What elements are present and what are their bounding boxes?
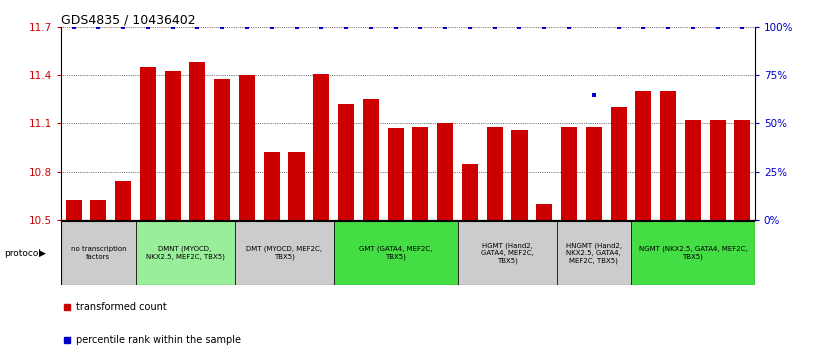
Bar xyxy=(734,120,751,220)
Text: DMT (MYOCD, MEF2C,
TBX5): DMT (MYOCD, MEF2C, TBX5) xyxy=(246,246,322,260)
Bar xyxy=(334,221,458,285)
Bar xyxy=(636,91,651,220)
Bar xyxy=(214,78,230,220)
Text: GMT (GATA4, MEF2C,
TBX5): GMT (GATA4, MEF2C, TBX5) xyxy=(359,246,432,260)
Text: NGMT (NKX2.5, GATA4, MEF2C,
TBX5): NGMT (NKX2.5, GATA4, MEF2C, TBX5) xyxy=(639,246,747,260)
Text: protocol: protocol xyxy=(4,249,41,258)
Bar xyxy=(289,152,304,220)
Bar xyxy=(264,152,280,220)
Bar xyxy=(557,221,631,285)
Bar xyxy=(140,67,156,220)
Bar xyxy=(660,91,676,220)
Bar xyxy=(631,221,755,285)
Bar xyxy=(586,127,602,220)
Bar xyxy=(561,127,577,220)
Bar xyxy=(91,200,106,220)
Bar xyxy=(710,120,725,220)
Text: ▶: ▶ xyxy=(39,249,46,258)
Bar xyxy=(363,99,379,220)
Bar xyxy=(65,200,82,220)
Text: transformed count: transformed count xyxy=(77,302,167,312)
Bar xyxy=(412,127,428,220)
Bar xyxy=(338,104,354,220)
Bar xyxy=(486,127,503,220)
Bar xyxy=(512,130,527,220)
Bar xyxy=(685,120,701,220)
Bar xyxy=(458,221,557,285)
Bar xyxy=(165,70,180,220)
Text: GDS4835 / 10436402: GDS4835 / 10436402 xyxy=(61,13,196,26)
Bar xyxy=(437,123,453,220)
Text: no transcription
factors: no transcription factors xyxy=(70,246,126,260)
Bar xyxy=(610,107,627,220)
Bar xyxy=(115,181,131,220)
Bar xyxy=(313,74,330,220)
Bar xyxy=(189,62,206,220)
Bar xyxy=(462,163,478,220)
Text: percentile rank within the sample: percentile rank within the sample xyxy=(77,335,242,345)
Bar xyxy=(235,221,334,285)
Bar xyxy=(388,128,404,220)
Bar xyxy=(536,204,552,220)
Text: DMNT (MYOCD,
NKX2.5, MEF2C, TBX5): DMNT (MYOCD, NKX2.5, MEF2C, TBX5) xyxy=(145,246,224,260)
Text: HNGMT (Hand2,
NKX2.5, GATA4,
MEF2C, TBX5): HNGMT (Hand2, NKX2.5, GATA4, MEF2C, TBX5… xyxy=(565,242,622,264)
Bar xyxy=(61,221,135,285)
Bar xyxy=(239,75,255,220)
Text: HGMT (Hand2,
GATA4, MEF2C,
TBX5): HGMT (Hand2, GATA4, MEF2C, TBX5) xyxy=(481,242,534,264)
Bar xyxy=(135,221,235,285)
